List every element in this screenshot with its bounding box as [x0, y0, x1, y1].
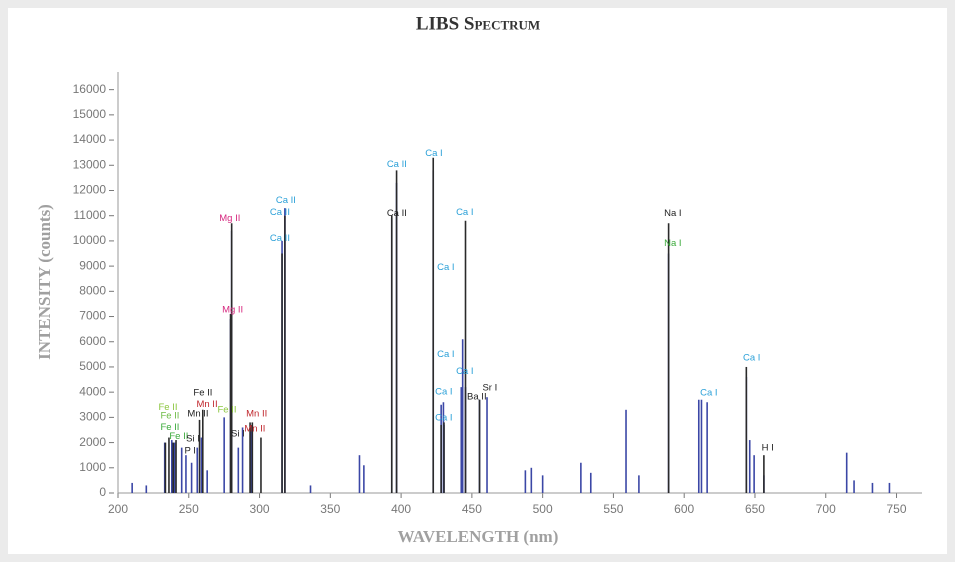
panel: [8, 8, 947, 554]
y-tick-label: 6000: [79, 334, 106, 348]
x-tick-label: 600: [674, 502, 694, 516]
peak-label: Na I: [664, 208, 681, 219]
y-tick-label: 15000: [73, 107, 107, 121]
x-tick-label: 650: [745, 502, 765, 516]
x-tick-label: 450: [462, 502, 482, 516]
x-tick-label: 350: [320, 502, 340, 516]
peak-label: Ca II: [270, 233, 290, 244]
peak-label: Fe II: [158, 402, 177, 413]
peak-label: Si I: [186, 434, 200, 445]
peak-label: Fe II: [193, 388, 212, 399]
x-tick-label: 500: [533, 502, 553, 516]
peak-label: Ca I: [425, 148, 442, 159]
y-tick-label: 4000: [79, 384, 106, 398]
peak-label: P I: [184, 446, 195, 457]
y-tick-label: 16000: [73, 82, 107, 96]
y-tick-label: 14000: [73, 132, 107, 146]
x-tick-label: 200: [108, 502, 128, 516]
x-tick-label: 300: [250, 502, 270, 516]
x-axis-label: WAVELENGTH (nm): [398, 527, 559, 546]
peak-label: Mn II: [246, 409, 267, 420]
y-tick-label: 8000: [79, 283, 106, 297]
peak-label: Mn II: [187, 409, 208, 420]
y-tick-label: 2000: [79, 435, 106, 449]
peak-label: Ca II: [276, 195, 296, 206]
y-tick-label: 10000: [73, 233, 107, 247]
peak-label: Ca II: [387, 208, 407, 219]
peak-label: Sr I: [482, 383, 497, 394]
peak-label: Ca II: [270, 207, 290, 218]
y-tick-label: 3000: [79, 410, 106, 424]
peak-label: Ca I: [456, 366, 473, 377]
y-tick-label: 1000: [79, 460, 106, 474]
peak-label: Mn II: [244, 424, 265, 435]
y-tick-label: 5000: [79, 359, 106, 373]
peak-label: Fe II: [217, 405, 236, 416]
peak-label: Ca I: [437, 349, 454, 360]
y-tick-label: 7000: [79, 309, 106, 323]
peak-label: Ca I: [456, 207, 473, 218]
y-tick-label: 0: [99, 485, 106, 499]
peak-label: Ca I: [437, 262, 454, 273]
y-tick-label: 13000: [73, 157, 107, 171]
peak-label: Fe II: [160, 422, 179, 433]
chart-title: LIBS Spectrum: [416, 13, 540, 34]
y-tick-label: 12000: [73, 183, 107, 197]
y-axis-label: INTENSITY (counts): [35, 204, 54, 360]
x-tick-label: 250: [179, 502, 199, 516]
peak-label: Mg II: [222, 305, 243, 316]
x-tick-label: 550: [603, 502, 623, 516]
peak-label: Na I: [664, 238, 681, 249]
peak-label: Ca I: [435, 413, 452, 424]
y-tick-label: 11000: [74, 208, 107, 222]
x-tick-label: 400: [391, 502, 411, 516]
peak-label: Mg II: [219, 213, 240, 224]
peak-label: Fe II: [160, 411, 179, 422]
peak-label: Si I: [231, 429, 245, 440]
peak-label: Ca I: [700, 388, 717, 399]
peak-label: Ca II: [387, 159, 407, 170]
peak-label: Ca I: [743, 353, 760, 364]
peak-label: Fe II: [169, 431, 188, 442]
peak-label: Ca I: [435, 387, 452, 398]
peak-label: Ba II: [467, 392, 487, 403]
y-tick-label: 9000: [79, 258, 106, 272]
x-tick-label: 700: [816, 502, 836, 516]
peak-label: Mn II: [196, 399, 217, 410]
peak-label: H I: [762, 443, 774, 454]
x-tick-label: 750: [887, 502, 907, 516]
